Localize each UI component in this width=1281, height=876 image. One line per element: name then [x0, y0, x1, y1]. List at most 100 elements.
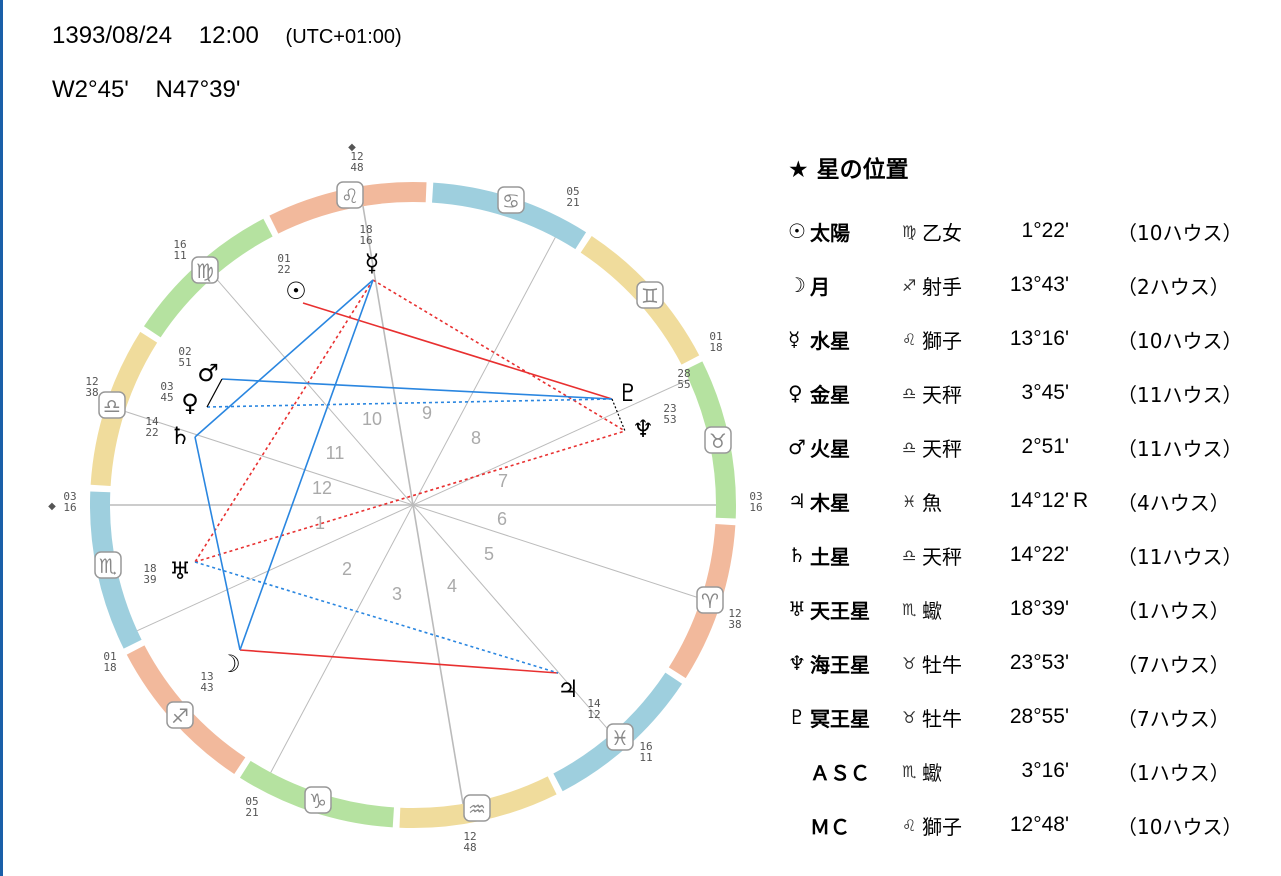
- scorpio-icon: ♏: [99, 554, 117, 578]
- degree: 3°16': [1021, 759, 1069, 782]
- degree-label: 22: [145, 426, 158, 439]
- degree-label: 12: [728, 607, 741, 620]
- position-row: ♃ 木星 ♓ 魚 14°12' R （4ハウス）: [788, 486, 1230, 516]
- degree-label: 18: [143, 562, 156, 575]
- house: （10ハウス）: [1117, 814, 1243, 839]
- position-row: ♀ 金星 ♎ 天秤 3°45' （11ハウス）: [788, 378, 1242, 408]
- venus-icon: ♀: [181, 389, 199, 417]
- degree-label: 38: [728, 618, 741, 631]
- degree-label: 39: [143, 573, 156, 586]
- house-number: 4: [447, 576, 457, 596]
- degree: 2°51': [1021, 435, 1069, 458]
- neptune-icon: ♆: [632, 415, 654, 443]
- degree: 28°55': [1009, 705, 1069, 728]
- sign-name: 牡牛: [922, 706, 962, 731]
- sign-glyph-icon: ♏: [902, 599, 917, 619]
- house-number: 8: [471, 428, 481, 448]
- house: （1ハウス）: [1117, 598, 1230, 623]
- sign-box: [704, 426, 732, 454]
- degree-label: 38: [85, 386, 98, 399]
- degree-label: 12: [350, 150, 363, 163]
- house: （4ハウス）: [1117, 490, 1230, 515]
- degree-label: 48: [463, 841, 476, 854]
- planet-name: 天王星: [810, 598, 870, 623]
- house: （11ハウス）: [1117, 382, 1243, 407]
- degree-label: 43: [200, 681, 213, 694]
- aspect-line-saturn-moon: [194, 436, 241, 651]
- virgo-icon: ♍: [196, 259, 214, 283]
- degree-label: 05: [566, 185, 579, 198]
- house-number: 12: [312, 478, 332, 498]
- sign-glyph-icon: ♎: [902, 383, 917, 403]
- house: （7ハウス）: [1117, 706, 1230, 731]
- position-row: ♂ 火星 ♎ 天秤 2°51' （11ハウス）: [788, 432, 1242, 462]
- house: （10ハウス）: [1117, 328, 1243, 353]
- sagittarius-icon: ♐: [171, 704, 189, 728]
- horoscope-wheel: ♌♍♎♏♐♑ ♒♓♈♉♊♋123 456789101112☉☽☿♀♂♃♄♅♆♇124…: [48, 142, 762, 854]
- sign-glyph-icon: ♓: [902, 491, 917, 511]
- left-border: [0, 0, 3, 876]
- asc-marker-icon: ◆: [48, 501, 56, 512]
- sign-glyph-icon: ♉: [902, 653, 917, 673]
- planet-glyph-icon: ♆: [788, 651, 806, 675]
- conjunction-marker: [206, 378, 223, 408]
- degree-label: 05: [245, 795, 258, 808]
- pluto-icon: ♇: [617, 379, 639, 407]
- gemini-icon: ♊: [641, 284, 659, 308]
- sign-glyph-icon: ♎: [902, 437, 917, 457]
- degree-label: 12: [587, 708, 600, 721]
- aspect-line-mars-pluto: [221, 378, 613, 400]
- position-row: ♇ 冥王星 ♉ 牡牛 28°55' （7ハウス）: [788, 702, 1230, 732]
- position-row: ♅ 天王星 ♏ 蠍 18°39' （1ハウス）: [788, 594, 1230, 624]
- planet-name: 火星: [810, 436, 850, 461]
- degree-label: 18: [359, 223, 372, 236]
- sign-box: [94, 551, 122, 579]
- planet-glyph-icon: ♅: [788, 597, 806, 621]
- degree-label: 12: [85, 375, 98, 388]
- degree: 13°43': [1009, 273, 1069, 296]
- position-row: ☉ 太陽 ♍ 乙女 1°22' （10ハウス）: [788, 216, 1242, 246]
- aspect-line-mercury-uranus: [194, 279, 374, 563]
- degree-label: 02: [178, 345, 191, 358]
- aspect-line-moon-jupiter: [239, 649, 559, 674]
- house: （10ハウス）: [1117, 220, 1243, 245]
- aspect-line-uranus-neptune: [194, 430, 626, 563]
- sign-box: [636, 281, 664, 309]
- planet-name: 海王星: [810, 652, 870, 677]
- retrograde: R: [1073, 489, 1089, 512]
- degree-label: 16: [639, 740, 652, 753]
- degree-label: 03: [160, 380, 173, 393]
- chart-location: W2°45' N47°39': [52, 76, 240, 104]
- house-number: 11: [326, 443, 345, 463]
- sign-name: 魚: [922, 490, 942, 515]
- taurus-icon: ♉: [709, 429, 727, 453]
- aspect-line-venus-pluto: [206, 398, 613, 408]
- pisces-icon: ♓: [611, 726, 629, 750]
- leo-icon: ♌: [341, 184, 359, 208]
- zodiac-segment-cancer: [432, 182, 587, 250]
- sign-name: 蠍: [922, 760, 942, 785]
- degree-label: 51: [178, 356, 191, 369]
- aspect-line-mercury-saturn: [194, 279, 374, 438]
- house-number: 2: [342, 559, 352, 579]
- planet-glyph-icon: ♃: [788, 489, 806, 513]
- degree-label: 21: [245, 806, 258, 819]
- jupiter-icon: ♃: [557, 675, 579, 703]
- sign-glyph-icon: ♐: [902, 275, 917, 295]
- house-number: 7: [498, 471, 508, 491]
- house-number: 5: [484, 544, 494, 564]
- house-number: 10: [362, 409, 382, 429]
- sign-name: 天秤: [922, 544, 962, 569]
- sign-glyph-icon: ♎: [902, 545, 917, 565]
- planet-glyph-icon: ☽: [788, 273, 806, 297]
- libra-icon: ♎: [103, 394, 121, 418]
- sign-box: [191, 256, 219, 284]
- sign-name: 蠍: [922, 598, 942, 623]
- sign-box: [304, 786, 332, 814]
- degree-label: 11: [639, 751, 652, 764]
- planet-glyph-icon: ☉: [788, 219, 806, 243]
- planet-name: 水星: [810, 328, 850, 353]
- house: （11ハウス）: [1117, 436, 1243, 461]
- sign-glyph-icon: ♌: [902, 815, 917, 835]
- house-number: 3: [392, 584, 402, 604]
